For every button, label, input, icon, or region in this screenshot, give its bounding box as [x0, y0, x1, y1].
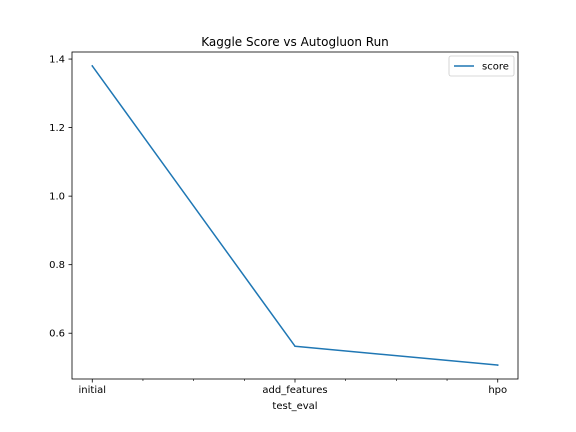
y-tick-label: 1.4: [49, 55, 65, 66]
legend-box: [448, 55, 515, 77]
legend: score: [448, 55, 515, 77]
legend-label-score: score: [482, 62, 509, 73]
series-layer: [91, 64, 499, 366]
x-tick-label: hpo: [488, 385, 507, 396]
x-axis-label: test_eval: [272, 401, 317, 412]
data-point: [91, 65, 94, 67]
data-point: [294, 345, 296, 347]
y-tick-label: 0.8: [49, 260, 65, 271]
chart-title: Kaggle Score vs Autogluon Run: [201, 35, 389, 49]
x-axis: initial add_features hpo: [79, 379, 507, 396]
y-tick-label: 0.6: [49, 329, 65, 340]
y-tick-label: 1.0: [49, 192, 65, 203]
x-tick-label: initial: [79, 385, 107, 396]
x-tick-label: add_features: [262, 385, 327, 396]
y-tick-label: 1.2: [49, 123, 65, 134]
y-axis: 0.6 0.8 1.0 1.2 1.4: [49, 55, 72, 340]
data-point: [496, 364, 499, 366]
